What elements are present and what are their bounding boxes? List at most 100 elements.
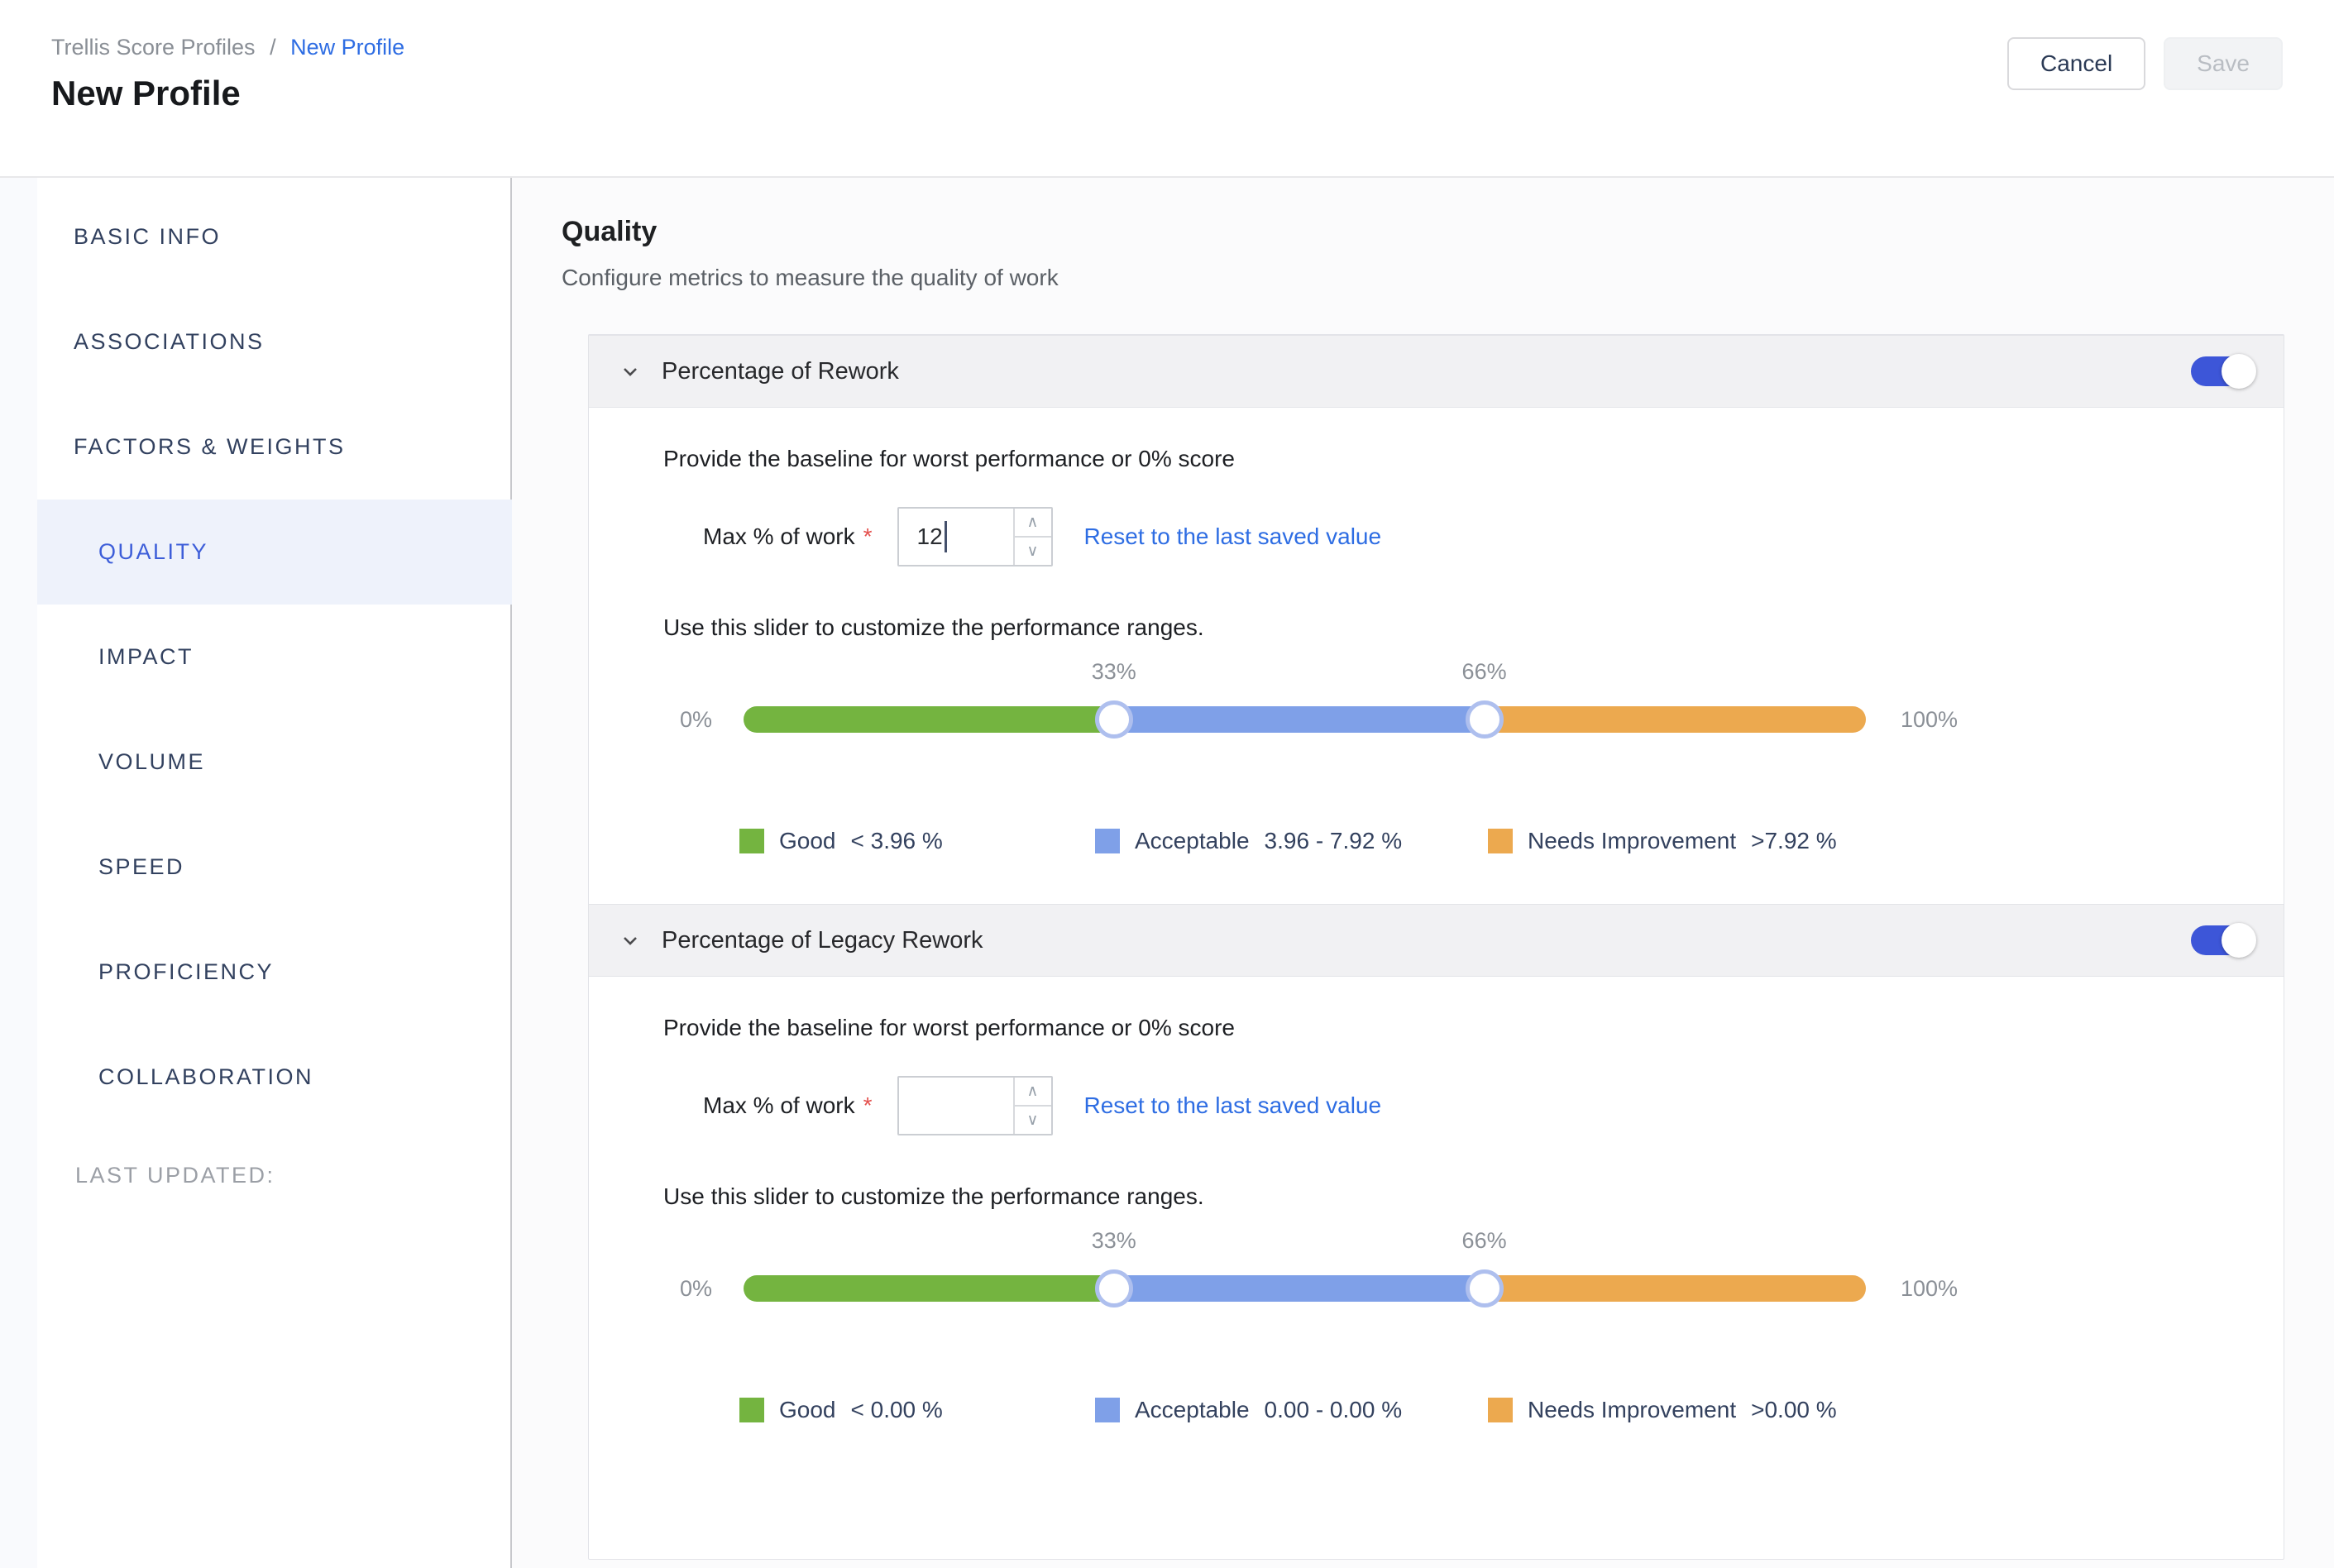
chevron-down-icon[interactable] [619,929,642,952]
slider-handle-2[interactable] [1465,700,1504,739]
legend-label: Needs Improvement [1528,1397,1737,1422]
page-header: Trellis Score Profiles / New Profile New… [0,0,2334,178]
required-asterisk: * [863,1092,873,1118]
slider-segment-needs-improvement [1484,1275,1866,1302]
slider-max-label: 100% [1900,706,1958,732]
sidebar-item-volume[interactable]: VOLUME [98,749,206,774]
legend-label: Good [779,1397,836,1422]
slider-handle-1[interactable] [1094,1269,1133,1307]
sidebar-item-impact[interactable]: IMPACT [98,644,194,669]
baseline-instruction: Provide the baseline for worst performan… [663,446,1235,471]
spinner-up-button[interactable]: ∧ [1026,514,1039,531]
breadcrumb: Trellis Score Profiles / New Profile [51,35,404,60]
breadcrumb-separator: / [270,35,276,60]
slider-min-label: 0% [680,1275,713,1301]
required-asterisk: * [863,523,873,549]
number-spinners: ∧ ∨ [1012,509,1051,565]
slider-instruction: Use this slider to customize the perform… [663,614,1204,640]
number-spinners: ∧ ∨ [1012,1078,1051,1134]
slider-track: 33% 66% [744,659,1866,739]
slider-segment-acceptable [1113,706,1485,733]
last-updated-label: LAST UPDATED: [75,1162,275,1188]
slider-instruction: Use this slider to customize the perform… [663,1183,1204,1209]
spinner-up-button[interactable]: ∧ [1026,1083,1039,1100]
left-gutter [0,178,37,1568]
legend-label: Needs Improvement [1528,828,1737,853]
sidebar-item-basic-info[interactable]: BASIC INFO [74,224,222,249]
sidebar-item-associations[interactable]: ASSOCIATIONS [74,329,265,354]
legend-item-needs-improvement: Needs Improvement >7.92 % [1488,828,2209,854]
header-titles: Trellis Score Profiles / New Profile New… [51,0,404,176]
metric-section-title: Percentage of Rework [662,357,899,385]
max-percent-field-row: Max % of work * ∧ ∨ Reset to the last sa… [703,1076,2209,1135]
sidebar-item-factors-weights[interactable]: FACTORS & WEIGHTS [74,434,346,459]
sidebar-item-collaboration[interactable]: COLLABORATION [98,1064,314,1089]
metric-enabled-toggle[interactable] [2191,923,2256,958]
section-page-title: Quality [562,216,658,247]
max-percent-label: Max % of work [703,1092,855,1118]
breadcrumb-current-link[interactable]: New Profile [290,35,405,60]
legend-item-acceptable: Acceptable 0.00 - 0.00 % [1095,1397,1488,1423]
max-percent-input[interactable]: ∧ ∨ [897,1076,1053,1135]
legend-range: >0.00 % [1751,1397,1837,1422]
toggle-knob [2222,923,2256,958]
good-swatch [739,1398,764,1422]
legend-range: 0.00 - 0.00 % [1264,1397,1403,1422]
page-title: New Profile [51,74,241,112]
slider-segment-good [744,1275,1114,1302]
save-button[interactable]: Save [2164,37,2283,90]
metric-section-body: Provide the baseline for worst performan… [589,408,2284,904]
max-percent-value: 12 [899,509,1013,565]
legend-label: Good [779,828,836,853]
reset-last-saved-link[interactable]: Reset to the last saved value [1083,1092,1382,1118]
sidebar-item-quality[interactable]: QUALITY [37,500,512,605]
slider-track: 33% 66% [744,1228,1866,1307]
sidebar-nav: BASIC INFO ASSOCIATIONS FACTORS & WEIGHT… [37,178,512,1568]
main-content: Quality Configure metrics to measure the… [512,178,2334,1568]
section-header-percentage-of-legacy-rework: Percentage of Legacy Rework [589,904,2284,977]
slider-segment-needs-improvement [1484,706,1866,733]
max-percent-label: Max % of work [703,523,855,549]
spinner-down-button[interactable]: ∨ [1014,1105,1051,1134]
header-actions: Cancel Save [2007,0,2283,176]
chevron-down-icon[interactable] [619,360,642,383]
input-text: 12 [916,523,943,549]
sidebar-item-proficiency[interactable]: PROFICIENCY [98,959,275,984]
range-legend: Good < 0.00 % Acceptable 0.00 - 0.00 % N… [739,1397,2209,1423]
slider-handle-1[interactable] [1094,700,1133,739]
spinner-down-button[interactable]: ∨ [1014,536,1051,565]
good-swatch [739,829,764,853]
cancel-button[interactable]: Cancel [2007,37,2146,90]
performance-range-slider: 0% 33% 66% 100% [680,1228,1958,1342]
slider-max-label: 100% [1900,1275,1958,1301]
legend-range: < 0.00 % [850,1397,943,1422]
legend-item-acceptable: Acceptable 3.96 - 7.92 % [1095,828,1488,854]
needs-improvement-swatch [1488,1398,1513,1422]
section-page-subtitle: Configure metrics to measure the quality… [562,265,1059,290]
legend-label: Acceptable [1135,1397,1250,1422]
metric-section-body: Provide the baseline for worst performan… [589,977,2284,1473]
slider-handle1-value: 33% [1091,1228,1136,1253]
max-percent-input[interactable]: 12 ∧ ∨ [897,507,1053,566]
metrics-card: Percentage of Rework Provide the baselin… [588,334,2284,1560]
legend-item-good: Good < 3.96 % [739,828,1095,854]
metric-enabled-toggle[interactable] [2191,354,2256,389]
slider-handle-2[interactable] [1465,1269,1504,1307]
text-caret [944,521,947,552]
acceptable-swatch [1095,829,1120,853]
legend-range: >7.92 % [1751,828,1837,853]
legend-item-good: Good < 0.00 % [739,1397,1095,1423]
metric-section-title: Percentage of Legacy Rework [662,926,983,954]
toggle-knob [2222,354,2256,389]
section-header-percentage-of-rework: Percentage of Rework [589,335,2284,408]
slider-handle2-value: 66% [1461,1228,1507,1253]
legend-item-needs-improvement: Needs Improvement >0.00 % [1488,1397,2209,1423]
sidebar-item-speed[interactable]: SPEED [98,854,185,879]
legend-range: < 3.96 % [850,828,943,853]
range-legend: Good < 3.96 % Acceptable 3.96 - 7.92 % N… [739,828,2209,854]
acceptable-swatch [1095,1398,1120,1422]
slider-handle2-value: 66% [1461,659,1507,684]
reset-last-saved-link[interactable]: Reset to the last saved value [1083,523,1382,549]
slider-handle1-value: 33% [1091,659,1136,684]
